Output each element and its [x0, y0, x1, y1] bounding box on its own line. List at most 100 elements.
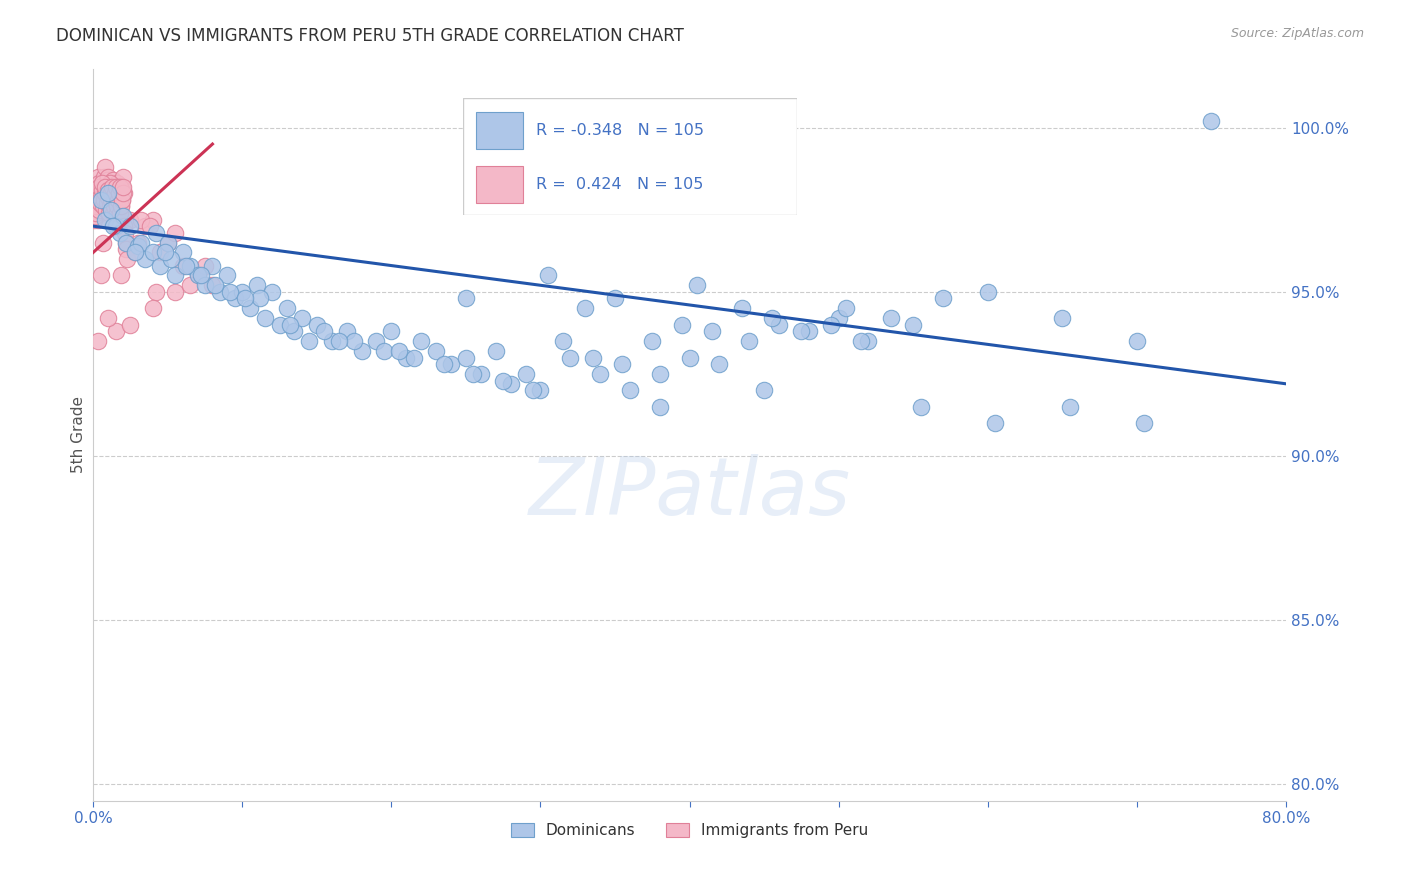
Point — [110, 199, 132, 213]
Point — [104, 324, 127, 338]
Point — [463, 367, 485, 381]
Point — [98, 199, 121, 213]
Point — [194, 278, 217, 293]
Point — [83, 212, 105, 227]
Point — [91, 199, 114, 213]
Point — [93, 186, 115, 201]
Point — [314, 324, 336, 338]
Point — [107, 199, 129, 213]
Point — [336, 324, 359, 338]
Point — [204, 278, 226, 293]
Point — [1052, 311, 1074, 326]
Point — [145, 285, 167, 299]
Point — [208, 285, 231, 299]
Point — [112, 186, 135, 201]
Point — [90, 268, 112, 283]
Point — [83, 193, 105, 207]
Point — [537, 268, 560, 283]
Point — [1201, 114, 1223, 128]
Point — [101, 206, 124, 220]
Point — [104, 189, 127, 203]
Point — [582, 351, 605, 365]
Point — [492, 374, 515, 388]
Point — [94, 179, 117, 194]
Point — [87, 212, 110, 227]
Point — [402, 351, 425, 365]
Point — [100, 202, 122, 217]
Point — [84, 206, 107, 220]
Point — [142, 301, 165, 316]
Point — [903, 318, 925, 332]
Point — [165, 226, 187, 240]
Point — [111, 209, 134, 223]
Point — [97, 186, 120, 201]
Point — [648, 400, 671, 414]
Point — [187, 268, 209, 283]
Point — [114, 226, 136, 240]
Text: ZIPatlas: ZIPatlas — [529, 454, 851, 533]
Point — [262, 285, 284, 299]
Point — [298, 334, 321, 348]
Point — [89, 206, 111, 220]
Point — [686, 278, 709, 293]
Point — [395, 351, 418, 365]
Point — [603, 292, 626, 306]
Point — [89, 196, 111, 211]
Point — [1059, 400, 1081, 414]
Point — [111, 169, 134, 184]
Point — [328, 334, 350, 348]
Point — [276, 301, 298, 316]
Point — [86, 209, 108, 223]
Point — [139, 219, 162, 234]
Point — [110, 268, 132, 283]
Point — [96, 173, 118, 187]
Point — [127, 239, 149, 253]
Point — [551, 334, 574, 348]
Point — [93, 193, 115, 207]
Point — [105, 206, 128, 220]
Point — [124, 245, 146, 260]
Point — [700, 324, 723, 338]
Point — [108, 226, 131, 240]
Point — [529, 384, 551, 398]
Point — [149, 259, 172, 273]
Point — [115, 235, 138, 250]
Point — [107, 179, 129, 194]
Point — [172, 245, 194, 260]
Point — [91, 193, 114, 207]
Point — [1126, 334, 1149, 348]
Point — [731, 301, 754, 316]
Point — [231, 285, 253, 299]
Point — [153, 245, 176, 260]
Point — [380, 324, 402, 338]
Point — [224, 292, 246, 306]
Point — [179, 278, 201, 293]
Point — [90, 186, 112, 201]
Point — [201, 278, 224, 293]
Point — [114, 235, 136, 250]
Point — [411, 334, 433, 348]
Point — [97, 189, 120, 203]
Point — [305, 318, 328, 332]
Point — [98, 206, 121, 220]
Point — [86, 199, 108, 213]
Point — [269, 318, 291, 332]
Point — [149, 245, 172, 260]
Point — [105, 177, 128, 191]
Point — [932, 292, 955, 306]
Point — [174, 259, 197, 273]
Point — [366, 334, 388, 348]
Point — [101, 219, 124, 234]
Point — [110, 199, 132, 213]
Point — [111, 193, 134, 207]
Point — [350, 343, 373, 358]
Point — [103, 199, 125, 213]
Point — [129, 212, 152, 227]
Point — [134, 219, 156, 234]
Point — [84, 209, 107, 223]
Point — [90, 183, 112, 197]
Point — [97, 169, 120, 184]
Point — [797, 324, 820, 338]
Point — [768, 318, 790, 332]
Point — [101, 179, 124, 194]
